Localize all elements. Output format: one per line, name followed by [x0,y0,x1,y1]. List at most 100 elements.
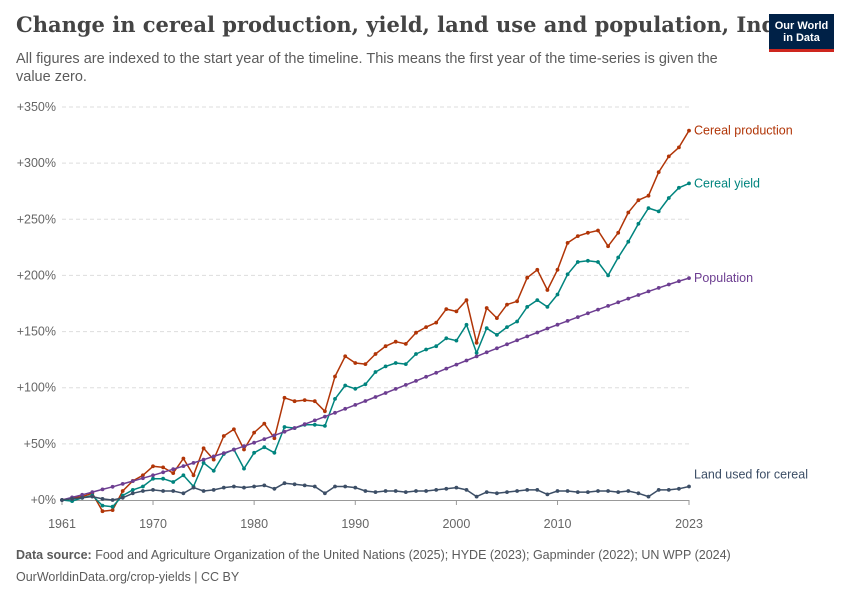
data-point [282,429,287,434]
data-point [242,466,246,471]
data-point [575,260,580,264]
data-point [626,489,631,493]
data-point [100,509,105,514]
data-point [666,154,671,159]
data-point [151,476,155,481]
data-point [474,351,479,355]
data-point [677,145,681,150]
chart-title: Change in cereal production, yield, land… [16,12,798,37]
data-point [252,484,256,489]
y-tick-label: +150% [17,325,56,339]
chart-subtitle: All figures are indexed to the start yea… [16,51,718,85]
data-point [383,364,388,369]
data-point [393,387,398,391]
data-point [495,491,499,496]
data-point [434,370,439,375]
data-point [232,427,236,432]
data-point [656,170,661,175]
data-point [545,492,550,497]
series-label: Population [694,271,753,285]
data-point [120,482,125,486]
data-point [414,352,418,356]
data-point [555,267,560,272]
source-label: Data source: [16,548,92,562]
data-point [677,185,681,190]
data-point [272,450,277,455]
data-point [525,488,530,492]
data-point [616,230,621,235]
data-point [484,326,489,331]
data-point [110,508,115,512]
data-point [444,307,449,311]
data-point [535,298,540,302]
data-point [434,344,439,349]
data-point [80,492,85,497]
data-point [211,454,216,459]
data-point [343,484,348,489]
data-point [424,374,428,379]
data-point [181,464,186,468]
data-point [232,447,236,452]
data-point [302,483,307,488]
data-point [505,302,509,307]
data-point [666,196,671,200]
data-point [181,491,186,496]
data-point [312,422,317,427]
data-point [191,485,196,490]
data-point [211,457,216,462]
data-point [464,298,469,302]
data-point [677,279,681,284]
y-tick-label: +50% [24,437,56,451]
data-point [565,272,570,277]
data-point [565,319,570,323]
data-point [252,440,256,445]
data-point [424,489,428,493]
y-tick-label: +350% [17,100,56,114]
y-tick-label: +100% [17,381,56,395]
data-point [211,468,216,473]
data-point [666,282,671,287]
data-point [505,490,509,494]
source-text: Food and Agriculture Organization of the… [95,548,731,562]
data-point [575,234,580,239]
data-point [687,128,691,133]
data-point [656,209,661,214]
data-point [383,489,388,493]
data-point [312,484,317,489]
data-point [646,206,651,211]
data-point [161,470,166,475]
data-point [323,409,327,414]
data-point [252,450,256,455]
series-label: Cereal yield [694,176,760,190]
data-point [575,315,580,319]
data-point [444,336,449,341]
data-point [586,311,590,316]
data-point [312,399,317,404]
data-point [80,495,85,500]
data-point [373,370,378,374]
data-point [454,485,459,490]
data-point [687,484,691,489]
y-tick-label: +0% [31,493,56,507]
data-point [495,346,499,351]
series-line [61,130,690,512]
x-tick-label: 2000 [442,517,470,531]
data-point [272,433,277,438]
data-point [100,487,105,492]
footer-url[interactable]: OurWorldinData.org/crop-yields | CC BY [16,570,240,584]
data-point [70,497,74,501]
data-point [464,322,469,327]
owid-logo[interactable]: Our World in Data [769,14,834,52]
data-point [403,342,408,346]
data-point [403,383,408,387]
data-point [130,488,135,492]
data-point [292,426,297,430]
data-point [221,485,226,490]
x-tick-label: 1980 [240,517,268,531]
data-point [403,490,408,494]
data-point [687,276,691,280]
data-point [141,476,145,481]
data-point [181,473,186,478]
data-point [626,239,631,244]
data-point [596,228,600,233]
